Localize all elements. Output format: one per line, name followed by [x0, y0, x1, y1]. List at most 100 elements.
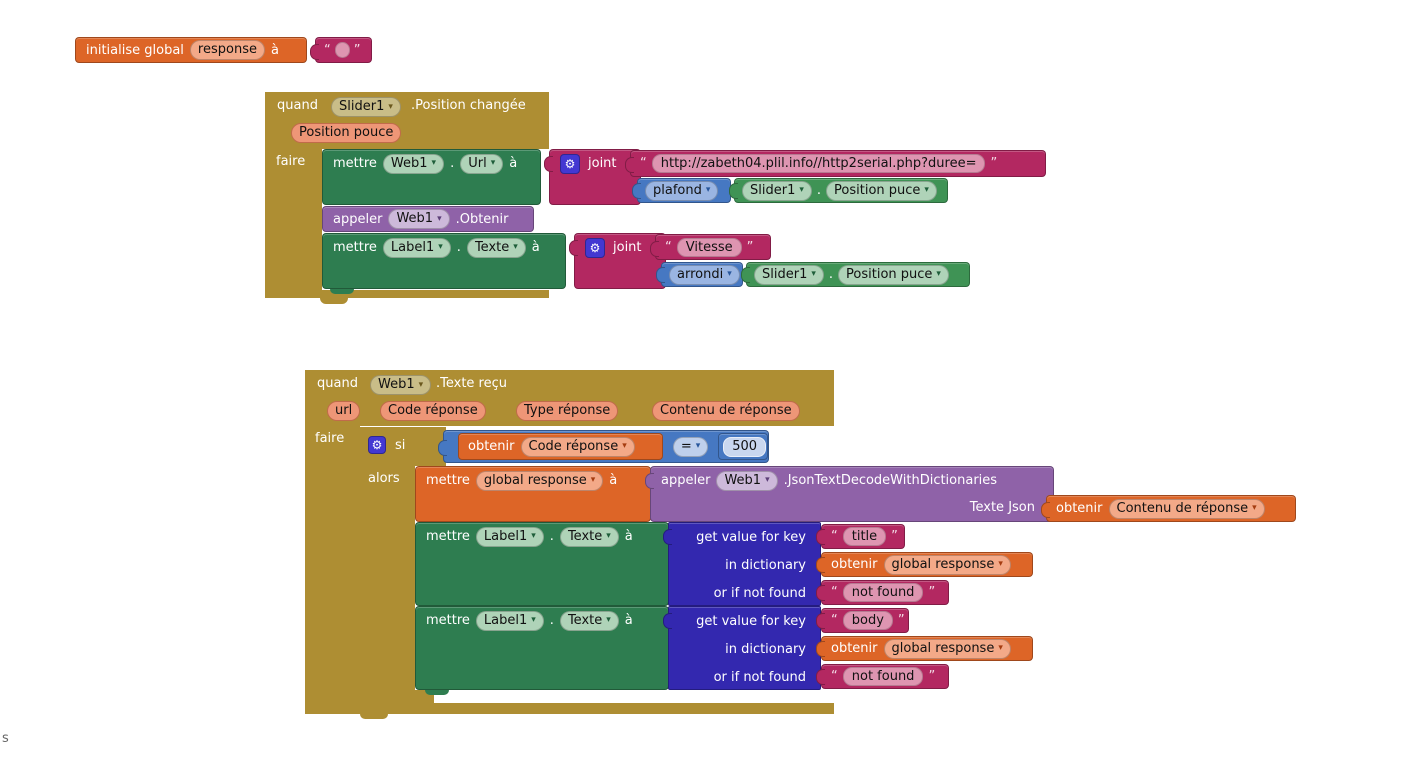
vitesse-string-block[interactable]: “ Vitesse ”	[650, 234, 771, 260]
get-global-block[interactable]: obtenir global response ▾	[816, 552, 1033, 577]
component-dropdown[interactable]: Web1 ▾	[388, 209, 450, 229]
event-param-chip[interactable]: url	[327, 401, 361, 421]
dropdown-icon: ▾	[388, 101, 393, 112]
set-label: mettre	[426, 613, 470, 628]
dict-get-value-block[interactable]: get value for key in dictionary or if no…	[663, 522, 821, 606]
if-label: si	[395, 438, 406, 453]
property-dropdown[interactable]: Position puce ▾	[826, 180, 937, 201]
to-label: à	[509, 156, 518, 171]
slider-position-getter[interactable]: Slider1 ▾ . Position puce ▾	[729, 178, 948, 203]
mutator-gear-icon[interactable]: ⚙	[585, 237, 605, 258]
dot: .	[549, 529, 554, 544]
set-labeltext-block[interactable]: mettre Label1 ▾ . Texte ▾ à	[322, 233, 566, 289]
component-dropdown[interactable]: Web1 ▾	[370, 375, 432, 395]
get-responsecontent-block[interactable]: obtenir Contenu de réponse ▾	[1041, 495, 1296, 522]
call-jsondecode-block[interactable]: appeler Web1 ▾ .JsonTextDecodeWithDictio…	[645, 466, 1054, 522]
string-field[interactable]: not found	[842, 667, 924, 686]
operator-dropdown[interactable]: = ▾	[672, 436, 709, 457]
connector-plug	[816, 557, 825, 573]
variable-dropdown[interactable]: global response ▾	[883, 638, 1011, 659]
property-dropdown[interactable]: Texte ▾	[559, 526, 619, 547]
mutator-gear-icon[interactable]: ⚙	[560, 153, 580, 174]
component-dropdown[interactable]: Label1 ▾	[382, 237, 451, 258]
event-param-chip[interactable]: Position pouce	[291, 123, 402, 143]
join-block[interactable]: ⚙ joint	[544, 149, 641, 205]
event-param-chip[interactable]: Contenu de réponse	[652, 401, 800, 421]
key-string-block[interactable]: “ title ”	[816, 524, 905, 549]
get-responsecode-block[interactable]: obtenir Code réponse ▾	[458, 433, 663, 460]
dict-row-label: or if not found	[713, 669, 806, 685]
param-name: Contenu de réponse	[660, 403, 792, 418]
join-block[interactable]: ⚙ joint	[569, 233, 666, 289]
call-webget-block[interactable]: appeler Web1 ▾ .Obtenir	[322, 206, 534, 232]
property-name: Texte	[567, 612, 603, 628]
dropdown-icon: ▾	[590, 475, 596, 485]
set-labeltext-block[interactable]: mettre Label1 ▾ . Texte ▾ à	[415, 522, 669, 606]
set-weburl-block[interactable]: mettre Web1 ▾ . Url ▾ à	[322, 149, 541, 205]
key-string-block[interactable]: “ body ”	[816, 608, 909, 633]
string-field[interactable]: title	[842, 527, 887, 546]
component-dropdown[interactable]: Label1 ▾	[475, 526, 544, 547]
fallback-string-block[interactable]: “ not found ”	[816, 580, 949, 605]
event-param-chip[interactable]: Code réponse	[380, 401, 486, 421]
variable-dropdown[interactable]: global response ▾	[475, 470, 604, 491]
empty-string-field[interactable]	[334, 42, 350, 58]
connector-plug	[656, 267, 665, 283]
dict-row-label: in dictionary	[725, 641, 806, 657]
variable-dropdown[interactable]: global response ▾	[883, 554, 1011, 575]
dropdown-icon: ▾	[437, 213, 442, 224]
component-dropdown[interactable]: Slider1 ▾	[331, 97, 401, 117]
component-dropdown[interactable]: Web1 ▾	[716, 470, 778, 491]
open-quote: “	[324, 42, 331, 58]
number-block[interactable]: 500	[718, 433, 768, 460]
init-global-block[interactable]: initialise global response à	[75, 37, 307, 63]
property-dropdown[interactable]: Url ▾	[460, 153, 504, 174]
number-field[interactable]: 500	[723, 436, 767, 457]
method-suffix: .Obtenir	[455, 211, 509, 227]
fallback-string-block[interactable]: “ not found ”	[816, 664, 949, 689]
string-field[interactable]: body	[842, 611, 893, 630]
get-global-block[interactable]: obtenir global response ▾	[816, 636, 1033, 661]
variable-dropdown[interactable]: Contenu de réponse ▾	[1108, 498, 1265, 519]
set-global-block[interactable]: mettre global response ▾ à	[415, 466, 651, 522]
dict-get-value-block[interactable]: get value for key in dictionary or if no…	[663, 606, 821, 690]
method-suffix: .JsonTextDecodeWithDictionaries	[783, 473, 998, 488]
connector-plug	[816, 529, 825, 545]
component-dropdown[interactable]: Web1 ▾	[382, 153, 445, 174]
url-text-field[interactable]: http://zabeth04.plil.info//http2serial.p…	[651, 154, 986, 173]
connector-plug	[816, 669, 825, 685]
property-dropdown[interactable]: Position puce ▾	[838, 264, 949, 285]
mutator-gear-icon[interactable]: ⚙	[368, 436, 386, 454]
string-field[interactable]: not found	[842, 583, 924, 602]
ceiling-math-block[interactable]: plafond ▾	[632, 178, 731, 203]
equals-block[interactable]: obtenir Code réponse ▾ = ▾ 500	[438, 430, 769, 463]
variable-name: global response	[891, 640, 995, 656]
init-label: initialise global	[86, 42, 184, 58]
event-param-chip[interactable]: Type réponse	[516, 401, 619, 421]
open-quote: “	[831, 613, 838, 628]
set-labeltext-block[interactable]: mettre Label1 ▾ . Texte ▾ à	[415, 606, 669, 690]
property-name: Position puce	[834, 182, 921, 198]
math-op-dropdown[interactable]: plafond ▾	[645, 180, 719, 201]
empty-string-block[interactable]: “ ”	[310, 37, 372, 63]
url-string-block[interactable]: “ http://zabeth04.plil.info//http2serial…	[625, 150, 1046, 177]
variable-name-chip[interactable]: response	[189, 40, 265, 60]
component-name: Slider1	[750, 182, 796, 198]
dropdown-icon: ▾	[606, 615, 611, 625]
get-label: obtenir	[468, 439, 515, 454]
property-dropdown[interactable]: Texte ▾	[466, 237, 526, 258]
property-dropdown[interactable]: Texte ▾	[559, 610, 619, 631]
component-dropdown[interactable]: Slider1 ▾	[742, 180, 812, 201]
connector-plug	[741, 267, 750, 283]
component-dropdown[interactable]: Label1 ▾	[475, 610, 544, 631]
close-quote: ”	[353, 42, 361, 58]
variable-dropdown[interactable]: Code réponse ▾	[520, 436, 635, 457]
component-dropdown[interactable]: Slider1 ▾	[754, 264, 824, 285]
math-op-dropdown[interactable]: arrondi ▾	[669, 264, 740, 285]
dict-row-label: get value for key	[696, 529, 806, 545]
string-field[interactable]: Vitesse	[676, 237, 742, 257]
round-math-block[interactable]: arrondi ▾	[656, 262, 743, 287]
math-op-name: arrondi	[677, 266, 724, 282]
slider-position-getter[interactable]: Slider1 ▾ . Position puce ▾	[741, 262, 970, 287]
